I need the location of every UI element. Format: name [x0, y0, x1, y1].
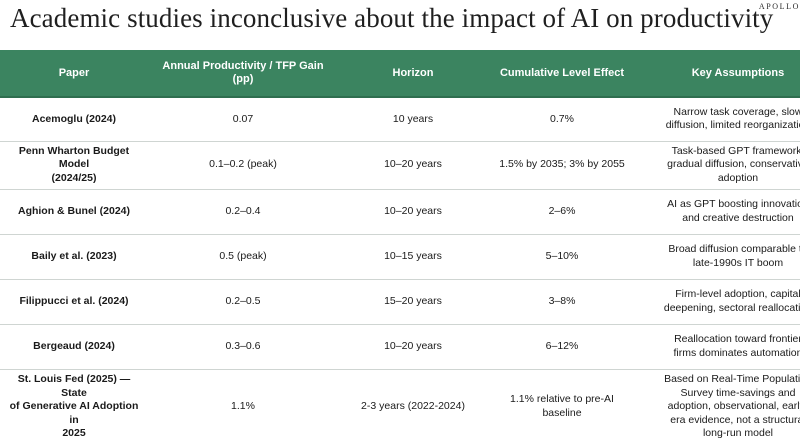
- cell-assumptions: Broad diffusion comparable to late-1990s…: [636, 234, 800, 280]
- table-row: Filippucci et al. (2024) 0.2–0.5 15–20 y…: [0, 279, 800, 325]
- cell-assumptions: Reallocation toward frontier firms domin…: [636, 324, 800, 370]
- cell-gain: 0.1–0.2 (peak): [148, 141, 338, 190]
- cell-assumptions: Based on Real-Time Population Survey tim…: [664, 373, 800, 439]
- table-row: Bergeaud (2024) 0.3–0.6 10–20 years 6–12…: [0, 324, 800, 370]
- brand-logo: APOLLO: [758, 2, 800, 11]
- cell-effect: 2–6%: [488, 189, 636, 235]
- cell-paper: Bergeaud (2024): [0, 324, 148, 370]
- column-header-gain: Annual Productivity / TFP Gain (pp): [148, 50, 338, 98]
- column-header-effect: Cumulative Level Effect: [488, 50, 636, 98]
- cell-effect: 1.1% relative to pre-AI baseline: [510, 393, 614, 419]
- table-row: Acemoglu (2024) 0.07 10 years 0.7% Narro…: [0, 97, 800, 142]
- cell-paper: St. Louis Fed (2025) — State of Generati…: [9, 373, 139, 439]
- page-title: Academic studies inconclusive about the …: [10, 3, 774, 33]
- table-header-row: Paper Annual Productivity / TFP Gain (pp…: [0, 50, 800, 98]
- column-header-assumptions: Key Assumptions: [636, 50, 800, 98]
- table-row: Aghion & Bunel (2024) 0.2–0.4 10–20 year…: [0, 189, 800, 235]
- cell-horizon: 10 years: [338, 97, 488, 142]
- cell-effect: 0.7%: [488, 97, 636, 142]
- cell-effect: 6–12%: [488, 324, 636, 370]
- cell-paper: Penn Wharton Budget Model (2024/25): [0, 141, 148, 190]
- studies-table: Paper Annual Productivity / TFP Gain (pp…: [0, 50, 800, 445]
- cell-assumptions: Narrow task coverage, slow diffusion, li…: [636, 97, 800, 142]
- cell-assumptions: AI as GPT boosting innovation and creati…: [636, 189, 800, 235]
- table-row: Penn Wharton Budget Model (2024/25) 0.1–…: [0, 141, 800, 190]
- table-row: Baily et al. (2023) 0.5 (peak) 10–15 yea…: [0, 234, 800, 280]
- cell-paper: Baily et al. (2023): [0, 234, 148, 280]
- cell-horizon: 10–15 years: [338, 234, 488, 280]
- table-row: St. Louis Fed (2025) — State of Generati…: [0, 369, 800, 444]
- cell-effect: 3–8%: [488, 279, 636, 325]
- cell-paper: Acemoglu (2024): [0, 97, 148, 142]
- cell-horizon: 2-3 years (2022-2024): [361, 400, 465, 412]
- cell-effect: 1.5% by 2035; 3% by 2055: [488, 141, 636, 190]
- column-header-horizon: Horizon: [338, 50, 488, 98]
- cell-gain: 0.5 (peak): [148, 234, 338, 280]
- cell-assumptions: Task-based GPT framework, gradual diffus…: [636, 141, 800, 190]
- cell-paper: Filippucci et al. (2024): [0, 279, 148, 325]
- cell-horizon: 10–20 years: [338, 141, 488, 190]
- cell-horizon: 10–20 years: [338, 324, 488, 370]
- cell-paper: Aghion & Bunel (2024): [0, 189, 148, 235]
- cell-horizon: 10–20 years: [338, 189, 488, 235]
- cell-gain: 0.3–0.6: [148, 324, 338, 370]
- cell-gain: 0.2–0.4: [148, 189, 338, 235]
- cell-assumptions: Firm-level adoption, capital deepening, …: [636, 279, 800, 325]
- cell-effect: 5–10%: [488, 234, 636, 280]
- cell-gain: 1.1%: [231, 400, 255, 412]
- cell-gain: 0.07: [148, 97, 338, 142]
- cell-horizon: 15–20 years: [338, 279, 488, 325]
- column-header-paper: Paper: [0, 50, 148, 98]
- cell-gain: 0.2–0.5: [148, 279, 338, 325]
